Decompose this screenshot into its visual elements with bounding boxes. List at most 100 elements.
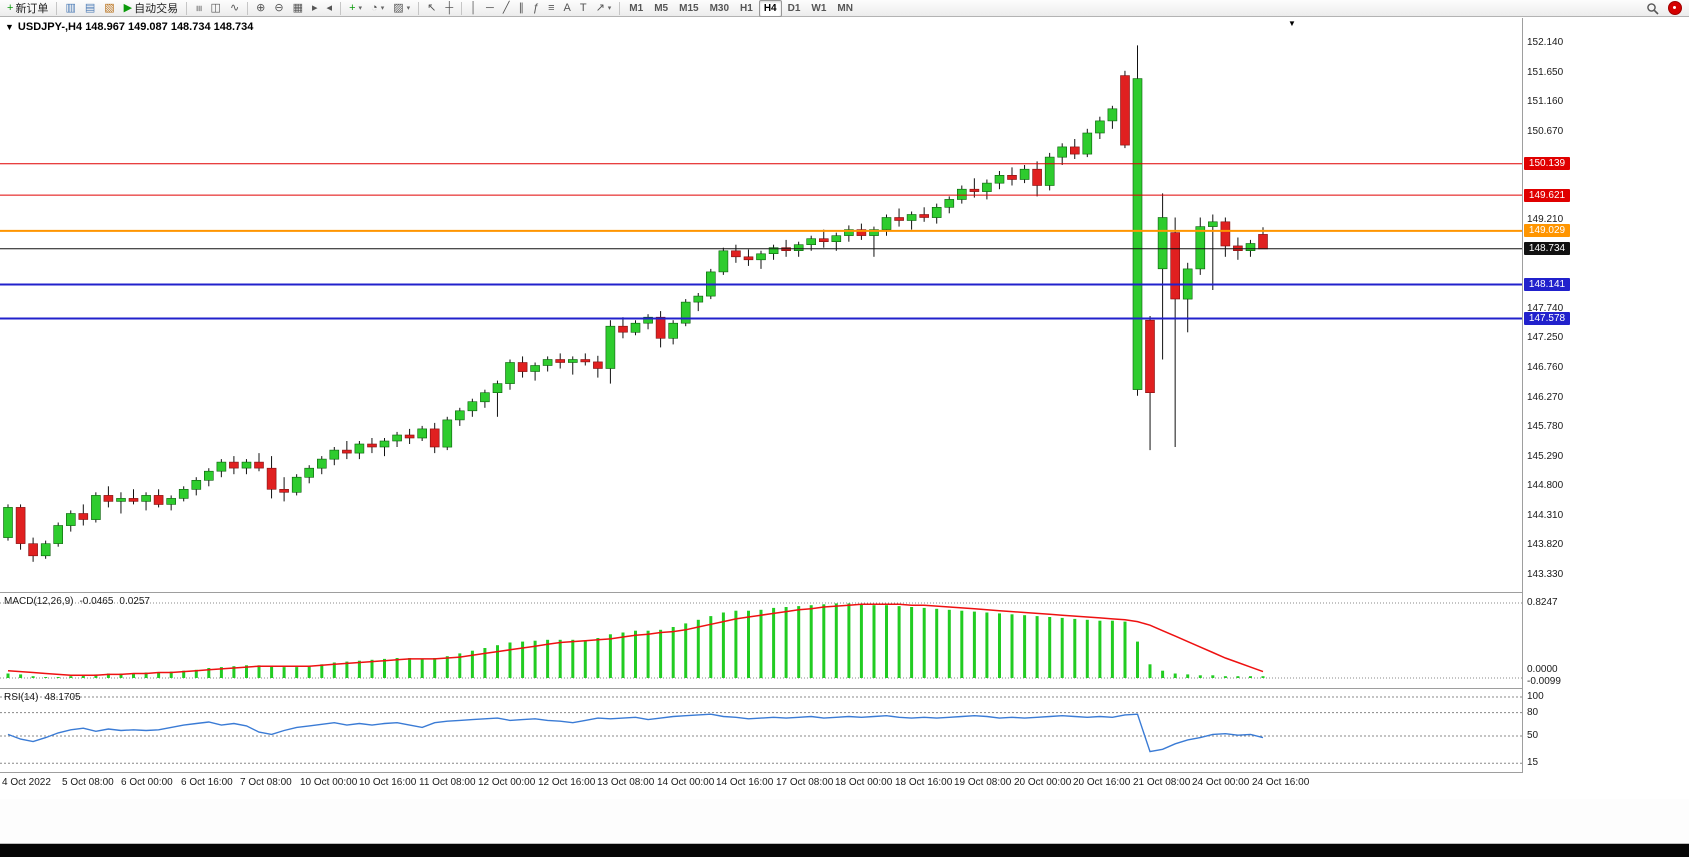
candle-body [78,513,89,520]
macd-histogram-bar [1136,641,1139,678]
new-order-button[interactable]: + 新订单 [3,0,52,17]
vertical-line-button[interactable]: │ [466,0,481,17]
arrows-button[interactable]: ↗ ▾ [592,0,616,17]
timeframe-m15-button[interactable]: M15 [679,2,699,14]
time-axis-label: 24 Oct 00:00 [1192,777,1250,788]
candle-body [743,256,754,261]
time-axis-label: 12 Oct 16:00 [538,777,596,788]
rsi-svg [0,696,1522,764]
macd-histogram-bar [634,630,637,678]
periods-button[interactable]: ◔ ▾ [367,0,388,17]
templates-button[interactable]: ▨ ▾ [389,0,414,17]
macd-histogram-bar [960,610,964,678]
market-watch-button[interactable]: ▥ [61,0,79,17]
timeframe-m1-button[interactable]: M1 [629,2,644,14]
cursor-button[interactable]: ↖ [423,0,440,17]
candle-body [191,479,202,490]
tile-windows-button[interactable]: ▦ [289,0,307,17]
macd-panel[interactable]: MACD(12,26,9) -0.0465 0.0257 [0,594,1522,688]
chevron-down-icon: ▾ [358,5,363,12]
candle-body [994,175,1005,184]
horizontal-line-button[interactable]: ─ [482,0,498,17]
search-button[interactable] [1642,0,1663,17]
channel-button[interactable]: ∥ [514,0,528,17]
macd-histogram-bar [245,665,248,678]
time-axis[interactable]: 4 Oct 2022 5 Oct 08:00 6 Oct 00:00 6 Oct 16… [0,773,1689,799]
macd-histogram-bar [935,608,939,678]
fibonacci-button[interactable]: ƒ [529,0,543,17]
candle-body [1170,232,1180,300]
macd-histogram-bar [1236,676,1240,678]
trendline-button[interactable]: ╱ [499,0,514,17]
candle-body [768,247,779,254]
macd-histogram-bar [910,607,914,678]
timeframe-h1-button[interactable]: H1 [740,2,753,14]
candle-body [1132,78,1143,390]
crosshair-icon: ┼ [445,1,454,14]
macd-histogram-bar [332,662,336,678]
candle-body [605,325,616,369]
candle-body [680,301,691,324]
time-axis-label: 4 Oct 2022 [2,777,51,788]
rsi-panel-divider[interactable] [0,688,1689,689]
horizontal-line-icon: ─ [486,1,494,14]
one-click-trading-arrow[interactable]: ▼ [5,22,14,32]
grid-lines-button[interactable]: ≡ [544,0,558,17]
time-axis-label: 6 Oct 16:00 [181,777,233,788]
macd-histogram-bar [1161,670,1165,678]
candle-body [53,525,64,544]
autotrading-label: 自动交易 [134,3,179,15]
rsi-axis-label: 50 [1527,730,1539,741]
data-window-button[interactable]: ▤ [81,0,99,17]
chart-candles-button[interactable]: ◫ [207,0,225,17]
rsi-info: RSI(14) 48.1705 [4,692,87,703]
timeframe-mn-button[interactable]: MN [837,2,853,14]
timeframe-m30-button[interactable]: M30 [709,2,730,14]
auto-scroll-button[interactable]: ▸ [308,0,322,17]
chart-symbol-label: USDJPY-,H4 [17,21,83,33]
timeframe-d1-button[interactable]: D1 [787,2,801,14]
notification-button[interactable] [1664,0,1686,17]
candle-body [291,476,302,493]
macd-histogram-bar [345,661,349,678]
autotrading-button[interactable]: ▶ 自动交易 [120,0,182,17]
macd-histogram-bar [834,603,838,678]
rsi-panel[interactable]: RSI(14) 48.1705 [0,690,1522,772]
timeframe-m5-button[interactable]: M5 [654,2,669,14]
vertical-line-icon: │ [470,1,478,14]
candle-body [618,325,628,333]
candle-body [15,507,26,544]
navigator-icon: ▧ [104,1,115,14]
candle-body [1157,217,1168,270]
zoom-out-button[interactable]: ⊖ [270,0,287,17]
price-axis[interactable]: 152.140 151.650 151.160 150.670 149.210 147.7… [1523,18,1689,790]
macd-histogram-bar [169,671,173,678]
zoom-in-button[interactable]: ⊕ [252,0,269,17]
time-axis-divider [0,772,1689,773]
chart-shift-button[interactable]: ◂ [323,0,337,17]
candle-body [1208,221,1218,227]
candle-body [1245,243,1256,251]
navigator-button[interactable]: ▧ [100,0,118,17]
chart-bars-button[interactable]: ≡ [191,0,205,17]
timeframe-h4-button[interactable]: H4 [758,0,782,17]
timeframe-w1-button[interactable]: W1 [811,2,827,14]
macd-histogram-bar [1010,614,1014,678]
auto-scroll-icon: ▸ [312,1,318,14]
macd-axis-max: 0.8247 [1527,597,1558,608]
crosshair-button[interactable]: ┼ [441,0,457,17]
toolbar-divider [56,1,58,15]
text-button[interactable]: A [559,0,574,17]
macd-panel-divider[interactable] [0,592,1689,593]
macd-histogram-bar [44,677,48,678]
text-label-button[interactable]: T [576,0,591,17]
macd-histogram-bar [872,605,876,678]
time-axis-label: 13 Oct 08:00 [597,777,655,788]
macd-histogram-bar [408,658,412,678]
price-chart-panel[interactable]: ▼ USDJPY-,H4 148.967 149.087 148.734 148.… [0,18,1522,592]
chart-line-button[interactable]: ∿ [226,0,243,17]
candle-body [831,235,842,242]
price-chart-svg[interactable] [0,18,1522,592]
indicators-button[interactable]: + ▾ [345,0,366,17]
candle-body [404,434,415,439]
